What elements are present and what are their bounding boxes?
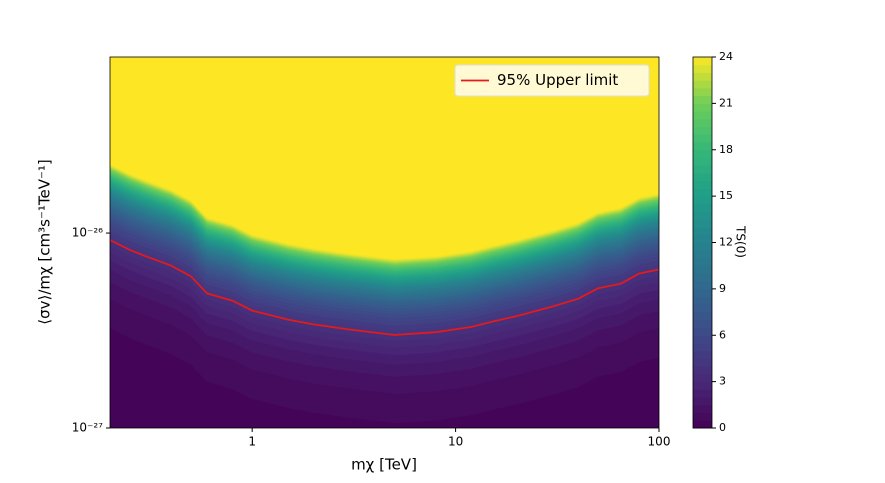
y-tick-label: 10⁻²⁶ [72,226,103,240]
colorbar-band [693,203,712,213]
ts-field [110,57,659,428]
colorbar-tick-label: 3 [719,375,726,388]
legend-label: 95% Upper limit [497,71,618,89]
colorbar-band [693,389,712,398]
legend-box [454,64,650,97]
colorbar-band [693,350,712,359]
colorbar-band [693,57,712,66]
colorbar-tick-label: 6 [719,328,726,341]
colorbar-band [693,219,712,228]
colorbar-band [693,142,712,151]
colorbar-tick-label: 12 [719,236,733,249]
colorbar-band [693,227,712,236]
colorbar-tick-label: 9 [719,282,726,295]
x-axis-label: mχ [TeV] [351,456,417,474]
colorbar-band [693,404,712,414]
colorbar-band [693,111,712,120]
colorbar-band [693,188,712,197]
colorbar-band [693,180,712,189]
colorbar-band [693,134,712,143]
colorbar-band [693,366,712,375]
colorbar-band [693,234,712,243]
colorbar-band [693,211,712,220]
colorbar-band [693,319,712,329]
x-tick-label: 10 [448,435,463,449]
upper-limit-line [110,239,659,336]
x-tick-label: 1 [248,435,256,449]
colorbar-band [693,397,712,406]
colorbar-band [693,312,712,321]
colorbar-band [693,80,712,89]
colorbar-band [693,157,712,166]
colorbar-band [693,273,712,282]
colorbar-band [693,257,712,267]
colorbar-tick-label: 18 [719,143,733,156]
colorbar-tick-label: 0 [719,421,726,434]
colorbar-band [693,250,712,259]
colorbar-band [693,265,712,274]
colorbar-band [693,420,712,429]
colorbar-band [693,288,712,298]
colorbar-band [693,327,712,336]
colorbar-band [693,358,712,367]
colorbar-band [693,165,712,174]
colorbar-band [693,381,712,390]
colorbar-band [693,296,712,305]
x-tick-label: 100 [648,435,671,449]
colorbar-label: TS(0) [734,225,748,258]
plot-frame [109,56,660,429]
colorbar-band [693,118,712,128]
colorbar-band [693,373,712,383]
colorbar-band [693,95,712,104]
colorbar-band [693,196,712,205]
colorbar-band [693,72,712,81]
colorbar-band [693,103,712,112]
colorbar-band [693,304,712,313]
colorbar-band [693,281,712,290]
colorbar-band [693,242,712,251]
colorbar-tick-label: 21 [719,96,733,109]
colorbar-band [693,87,712,97]
colorbar-band [693,342,712,352]
y-tick-label: 10⁻²⁷ [72,421,103,435]
ts-band [110,164,659,261]
colorbar-tick-label: 15 [719,189,733,202]
colorbar-band [693,412,712,421]
y-axis-label: ⟨σv⟩/mχ [cm³s⁻¹TeV⁻¹] [36,159,54,325]
colorbar-tick-label: 24 [719,50,733,63]
colorbar-band [693,172,712,182]
axes: 0 3 6 9 12 15 18 21 24 95% Upper limit 1 10 100 10⁻²⁷… [72,50,733,449]
colorbar-band [693,64,712,73]
colorbar-band [693,149,712,158]
colorbar-band [693,126,712,135]
colorbar-band [693,335,712,344]
